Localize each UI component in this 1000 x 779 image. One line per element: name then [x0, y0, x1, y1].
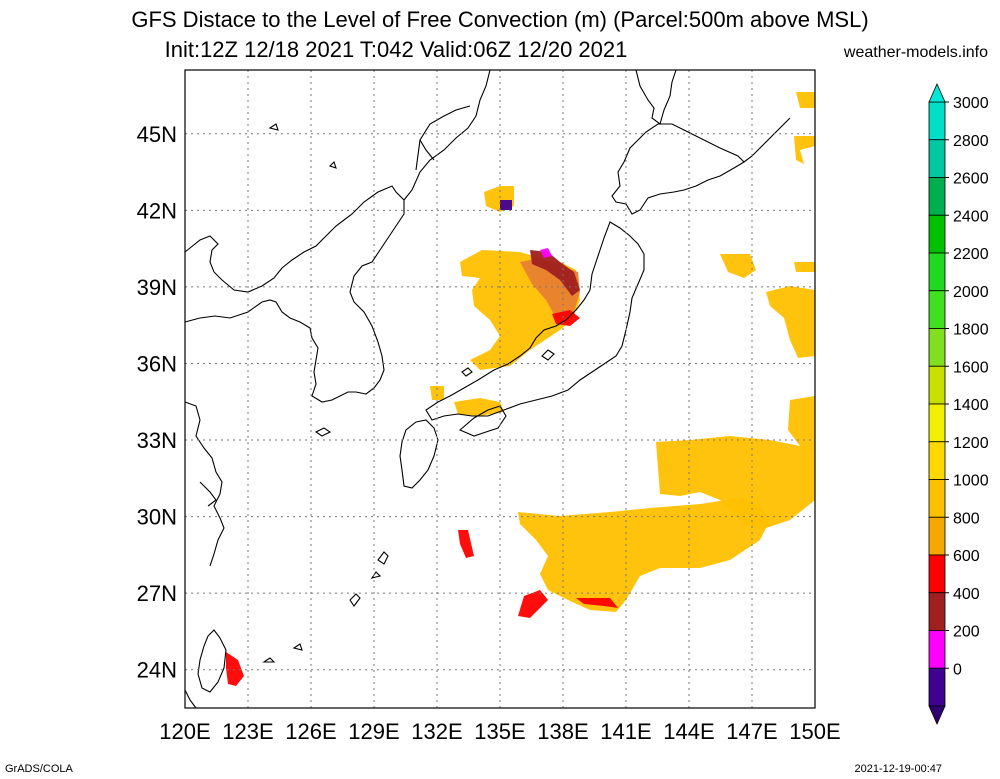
colorbar-legend: 3000280026002400220020001800160014001200… [928, 83, 989, 725]
lon-tick-label: 135E [474, 719, 525, 744]
colorbar-label: 200 [953, 624, 980, 641]
colorbar-bottom-arrow [928, 705, 946, 725]
colorbar-segment [928, 177, 946, 216]
colorbar-label: 800 [953, 510, 980, 527]
colorbar-label: 1800 [953, 322, 989, 339]
lon-tick-label: 141E [600, 719, 651, 744]
colorbar-segment [928, 365, 946, 405]
colorbar-segment [928, 403, 946, 443]
colorbar-label: 1200 [953, 435, 989, 452]
lat-tick-label: 42N [137, 198, 177, 223]
lat-tick-label: 45N [137, 122, 177, 147]
colorbar-segment [928, 328, 946, 367]
colorbar-segment [928, 252, 946, 292]
lon-tick-label: 150E [789, 719, 840, 744]
lon-tick-label: 120E [159, 719, 210, 744]
lfc-field [226, 92, 815, 686]
colorbar-segment [928, 214, 946, 254]
colorbar-segment [928, 592, 946, 631]
lat-tick-label: 30N [137, 505, 177, 530]
lon-tick-label: 132E [411, 719, 462, 744]
lat-tick-label: 24N [137, 658, 177, 683]
colorbar-segment [928, 290, 946, 329]
grid-lines [185, 70, 815, 708]
lon-tick-label: 147E [726, 719, 777, 744]
colorbar-label: 2400 [953, 208, 989, 225]
timestamp: 2021-12-19-00:47 [854, 763, 942, 775]
lon-tick-label: 138E [537, 719, 588, 744]
colorbar-label: 0 [953, 661, 962, 678]
lon-tick-label: 144E [663, 719, 714, 744]
map-frame [184, 69, 816, 709]
site-label: weather-models.info [843, 44, 988, 61]
chart-subtitle: Init:12Z 12/18 2021 T:042 Valid:06Z 12/2… [164, 37, 628, 62]
lon-tick-label: 123E [222, 719, 273, 744]
colorbar-label: 1600 [953, 359, 989, 376]
chart-title: GFS Distace to the Level of Free Convect… [131, 7, 869, 32]
lat-tick-label: 36N [137, 351, 177, 376]
colorbar-label: 2600 [953, 171, 989, 188]
lat-tick-label: 39N [137, 275, 177, 300]
colorbar-label: 400 [953, 586, 980, 603]
colorbar-segment [928, 554, 946, 594]
colorbar-segment [928, 516, 946, 556]
colorbar-segment [928, 479, 946, 518]
colorbar-segment [928, 139, 946, 178]
colorbar-label: 600 [953, 548, 980, 565]
colorbar-segment [928, 101, 946, 141]
colorbar-label: 1400 [953, 397, 989, 414]
colorbar-label: 2200 [953, 246, 989, 263]
colorbar-segment [928, 441, 946, 480]
lat-tick-label: 27N [137, 581, 177, 606]
coastlines [184, 69, 791, 709]
colorbar-segment [928, 667, 946, 707]
colorbar-label: 2800 [953, 133, 989, 150]
colorbar-label: 2000 [953, 284, 989, 301]
colorbar-label: 1000 [953, 473, 989, 490]
colorbar-top-arrow [928, 83, 946, 103]
lon-tick-label: 129E [348, 719, 399, 744]
colorbar-segment [928, 630, 946, 669]
axis-labels: 120E 123E 126E 129E 132E 135E 138E 141E 144E 147E… [137, 122, 841, 744]
lat-tick-label: 33N [137, 428, 177, 453]
lon-tick-label: 126E [285, 719, 336, 744]
colorbar-label: 3000 [953, 95, 989, 112]
software-credit: GrADS/COLA [5, 763, 73, 775]
